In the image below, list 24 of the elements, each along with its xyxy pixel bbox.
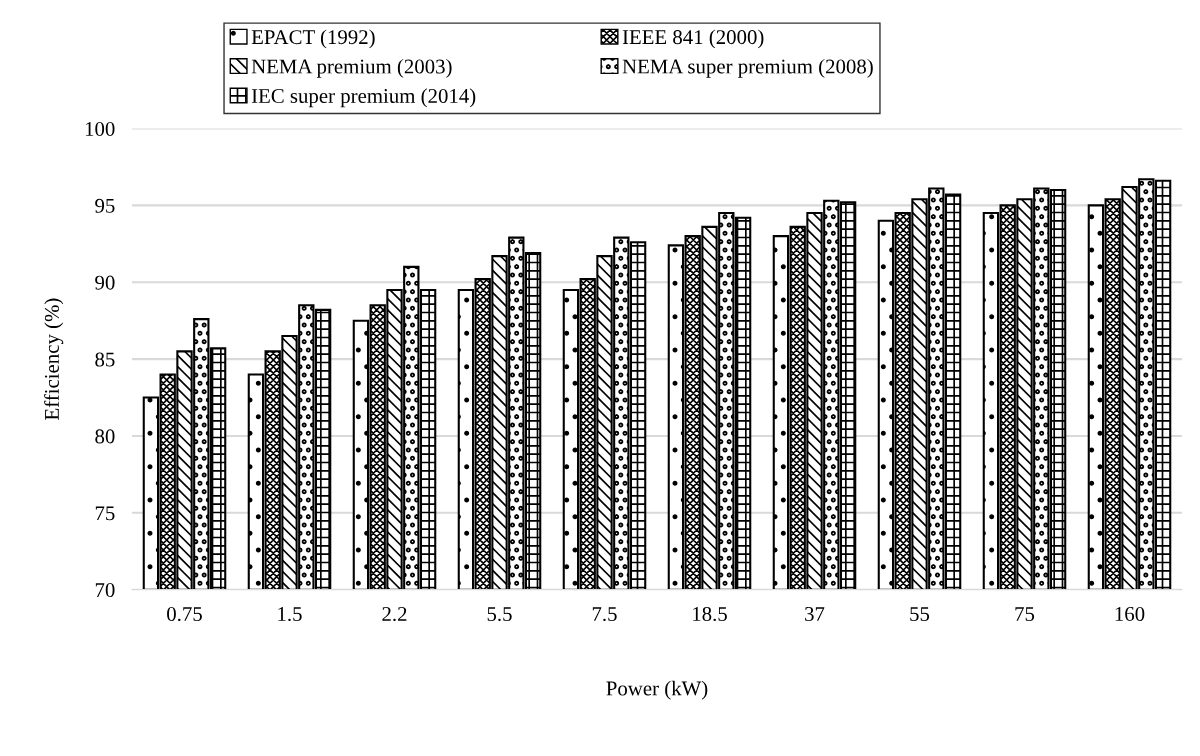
x-axis-title: Power (kW): [606, 680, 708, 700]
legend-label: IEEE 841 (2000): [622, 29, 764, 49]
x-tick-label: 0.75: [167, 606, 202, 622]
legend-label: NEMA premium (2003): [251, 58, 452, 78]
x-tick-label: 55: [910, 607, 930, 622]
legend-label: IEC super premium (2014): [251, 88, 476, 108]
y-tick-label: 90: [95, 275, 115, 290]
y-tick-label: 75: [95, 506, 115, 521]
x-tick-label: 160: [1115, 606, 1145, 622]
y-tick-label: 80: [95, 429, 115, 444]
x-tick-label: 37: [805, 607, 825, 622]
y-tick-label: 95: [95, 198, 115, 213]
x-tick-label: 5.5: [487, 607, 512, 622]
x-tick-label: 1.5: [278, 607, 302, 622]
x-tick-label: 7.5: [592, 607, 617, 622]
y-tick-label: 100: [85, 121, 115, 136]
y-tick-label: 85: [95, 352, 115, 367]
x-tick-label: 75: [1015, 607, 1035, 622]
x-tick-label: 2.2: [382, 607, 407, 622]
legend-label: EPACT (1992): [251, 29, 375, 49]
legend-label: NEMA super premium (2008): [622, 58, 873, 78]
y-tick-label: 70: [95, 583, 115, 598]
y-axis-title: Efficiency (%): [44, 298, 64, 420]
x-tick-label: 18.5: [693, 606, 727, 622]
